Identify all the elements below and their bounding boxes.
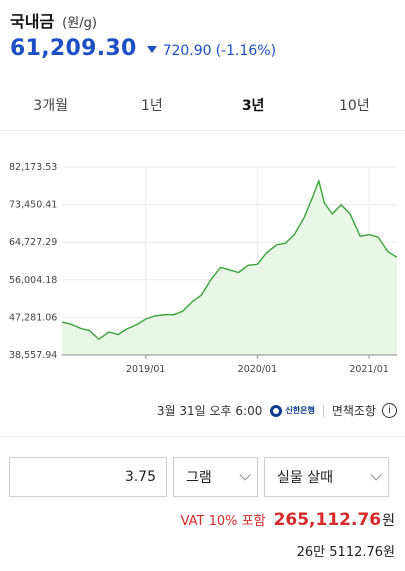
period-tabs: 3개월 1년 3년 10년 [0, 82, 405, 131]
korean-amount: 26만 5112.76원 [296, 545, 395, 560]
shinhan-bank-logo: 신한은행 [270, 404, 315, 417]
chevron-down-icon [239, 469, 251, 481]
result-row: VAT 10% 포함 265,112.76 원 [181, 510, 395, 530]
y-tick-label: 73,450.41 [9, 200, 57, 211]
update-time: 3월 31일 오후 6:00 [156, 404, 263, 418]
y-tick-label: 64,727.29 [9, 237, 57, 248]
x-tick-label: 2019/01 [126, 364, 165, 375]
chevron-down-icon [370, 469, 382, 481]
section-divider [0, 436, 405, 437]
trade-type-select[interactable]: 실물 살때 [264, 457, 389, 497]
y-tick-label: 56,004.18 [9, 275, 57, 286]
unit-label: (원/g) [62, 16, 97, 31]
info-icon[interactable]: i [382, 403, 397, 418]
y-tick-label: 82,173.53 [9, 162, 57, 173]
total-amount: 265,112.76 [273, 510, 382, 530]
vat-label: VAT 10% 포함 [180, 514, 266, 529]
price-change: 720.90 (-1.16%) [146, 43, 277, 59]
trade-type-value: 실물 살때 [277, 470, 333, 486]
tab-10-years[interactable]: 10년 [339, 98, 370, 114]
x-tick-label: 2021/01 [349, 364, 388, 375]
unit-select[interactable]: 그램 [173, 457, 258, 497]
price-chart: 82,173.53 73,450.41 64,727.29 56,004.18 47,2… [9, 162, 398, 375]
series-area [62, 180, 397, 355]
unit-select-value: 그램 [186, 470, 212, 486]
y-tick-label: 38,557.94 [9, 350, 57, 361]
calculator-controls: 3.75 그램 실물 살때 [9, 457, 397, 499]
currency-won: 원 [382, 513, 395, 529]
divider-line [322, 404, 324, 417]
bank-logo-text: 신한은행 [285, 406, 315, 415]
page-title: 국내금 [10, 12, 55, 31]
change-percent: (-1.16%) [215, 43, 277, 59]
x-tick-label: 2020/01 [238, 364, 277, 375]
y-tick-label: 47,281.06 [9, 312, 57, 323]
disclaimer-link[interactable]: 면책조항 [331, 404, 376, 418]
series-line [61, 180, 398, 340]
price-header: 국내금 (원/g) 61,209.30 720.90 (-1.16%) [10, 8, 400, 61]
tab-1-year[interactable]: 1년 [140, 98, 163, 114]
change-amount: 720.90 [162, 43, 212, 59]
current-price: 61,209.30 [10, 36, 137, 61]
down-triangle-icon [146, 46, 157, 53]
bank-logo-icon [270, 404, 283, 417]
quantity-input[interactable]: 3.75 [9, 457, 167, 497]
tab-3-months[interactable]: 3개월 [33, 98, 68, 114]
tab-3-years[interactable]: 3년 [241, 98, 265, 114]
source-info: 3월 31일 오후 6:00 신한은행 면책조항 i [157, 402, 397, 419]
